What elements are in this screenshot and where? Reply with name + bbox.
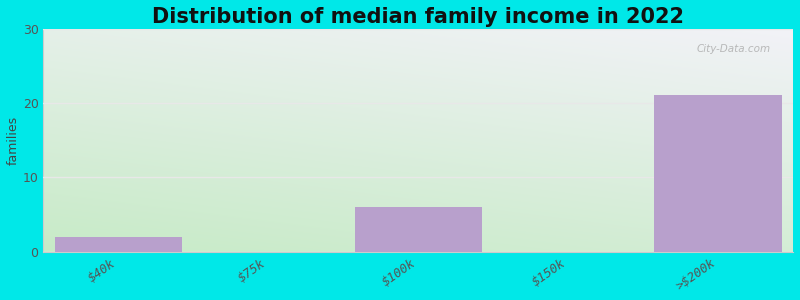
Title: Distribution of median family income in 2022: Distribution of median family income in … [152,7,684,27]
Bar [54,237,182,252]
Bar [654,95,782,252]
Text: Multirace residents in Leonardville, KS: Multirace residents in Leonardville, KS [239,0,561,2]
Text: City-Data.com: City-Data.com [697,44,770,54]
Bar [354,207,482,252]
Y-axis label: families: families [7,116,20,165]
